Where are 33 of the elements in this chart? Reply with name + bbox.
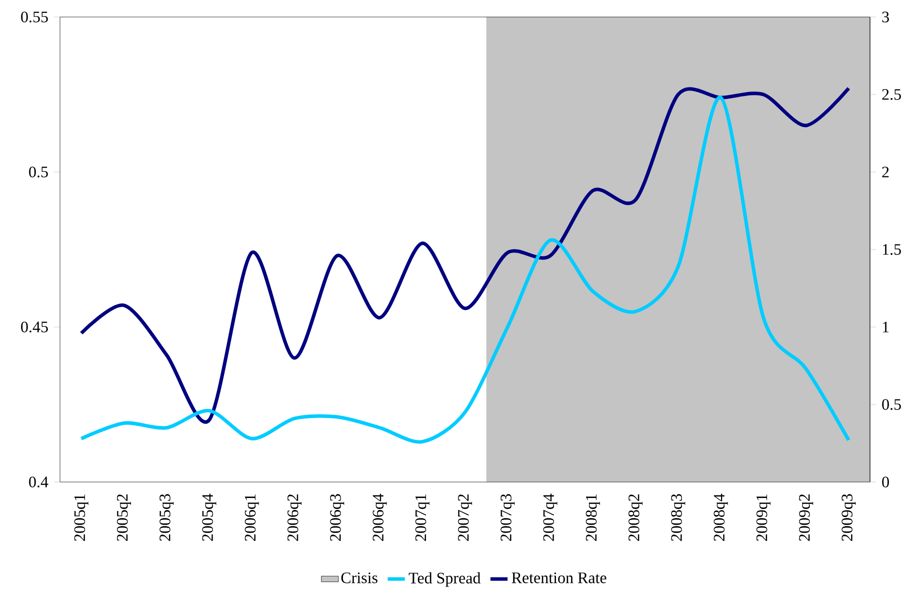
y2-tick-label: 3 <box>882 12 889 22</box>
x-tick-label: 2006q4 <box>372 494 387 541</box>
x-tick-label: 2006q3 <box>330 494 344 541</box>
x-tick-label: 2007q3 <box>500 494 515 541</box>
y-tick-label: 0.4 <box>29 476 48 488</box>
x-tick-label: 2009q2 <box>799 494 814 541</box>
x-tick-label: 2008q3 <box>671 494 686 541</box>
x-tick-label: 2005q4 <box>202 494 216 541</box>
x-tick-label: 2009q1 <box>756 494 770 541</box>
x-tick-label: 2005q2 <box>116 494 131 541</box>
y2-tick-label: 2 <box>882 166 889 178</box>
x-tick-label: 2006q1 <box>244 494 259 541</box>
legend-label: Ted Spread <box>408 572 481 587</box>
y2-tick-label: 0 <box>882 476 889 488</box>
x-tick-label: 2006q2 <box>287 494 302 541</box>
x-tick-label: 2008q2 <box>628 494 643 541</box>
x-tick-label: 2005q1 <box>74 494 88 541</box>
x-tick-label: 2008q1 <box>586 494 600 541</box>
x-tick-label: 2007q1 <box>415 494 430 541</box>
y-tick-label: 0.45 <box>21 322 48 332</box>
x-tick-label: 2009q3 <box>842 494 856 541</box>
y2-tick-label: 1 <box>882 322 889 332</box>
x-tick-label: 2007q4 <box>543 494 558 541</box>
y2-tick-label: 0.5 <box>882 399 901 410</box>
x-tick-label: 2008q4 <box>714 494 728 541</box>
legend-label: Crisis <box>341 572 378 584</box>
y-tick-label: 0.55 <box>21 12 48 22</box>
x-tick-label: 2005q3 <box>160 494 174 541</box>
y-tick-label: 0.5 <box>29 166 48 178</box>
x-tick-label: 2007q2 <box>458 494 472 541</box>
legend-label: Retention Rate <box>512 572 606 584</box>
y2-tick-label: 1.5 <box>882 244 901 255</box>
y2-tick-label: 2.5 <box>882 89 901 100</box>
